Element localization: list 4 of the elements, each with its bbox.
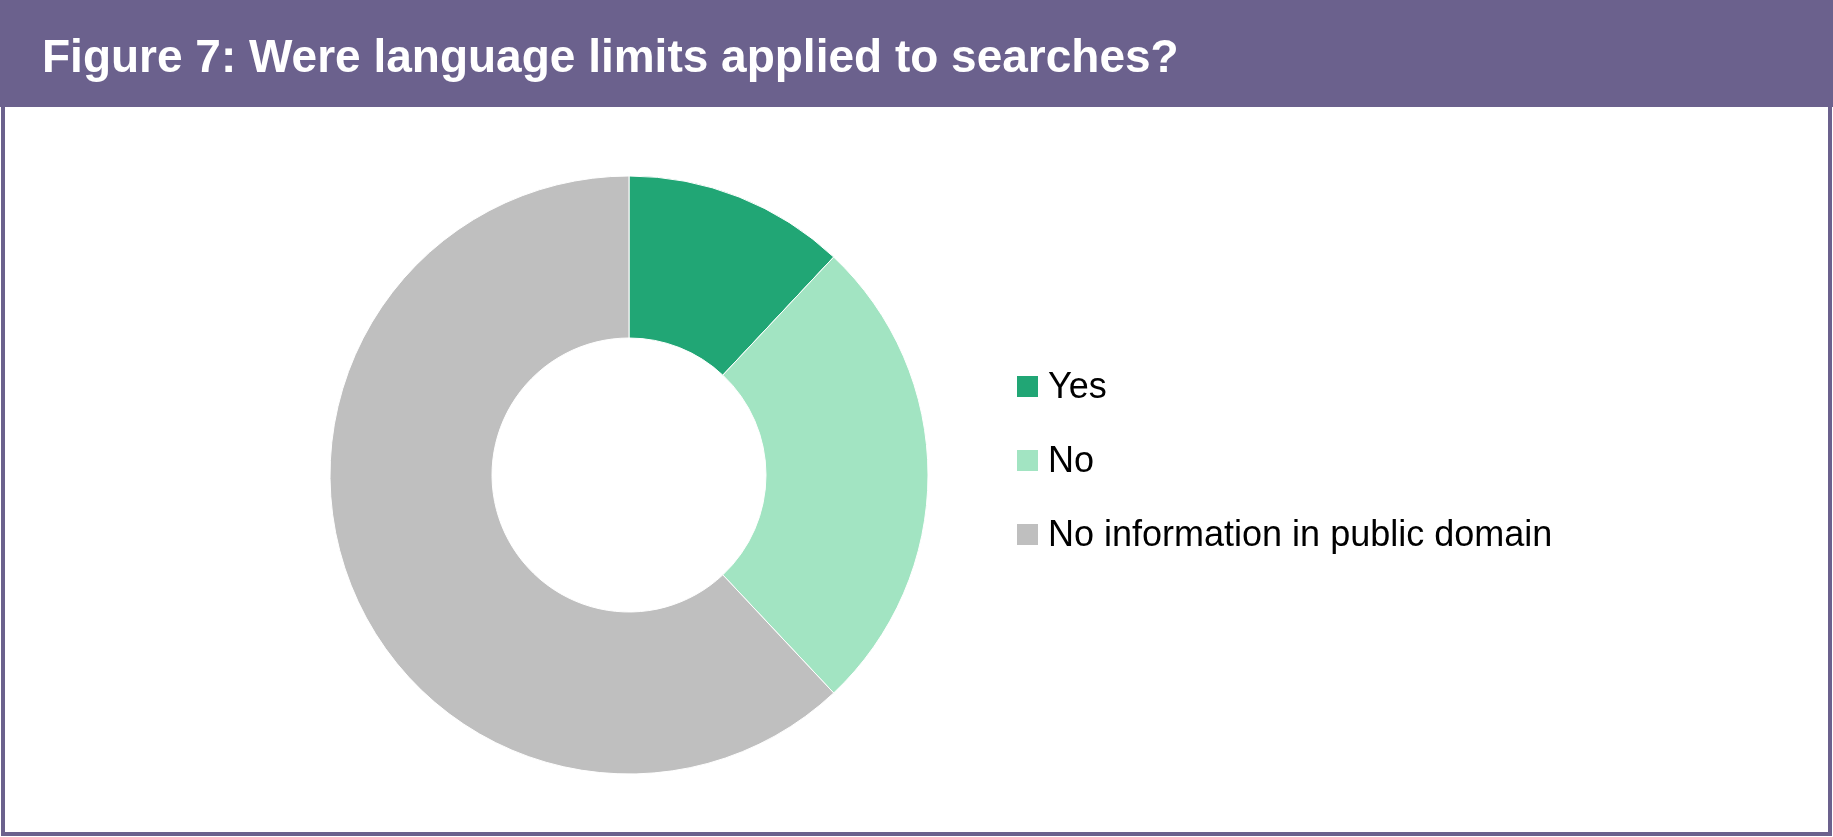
chart-title: Figure 7: Were language limits applied to searches? bbox=[42, 30, 1179, 82]
legend-label: Yes bbox=[1048, 365, 1107, 406]
legend-label: No bbox=[1048, 439, 1095, 480]
legend-label: No information in public domain bbox=[1048, 513, 1553, 554]
